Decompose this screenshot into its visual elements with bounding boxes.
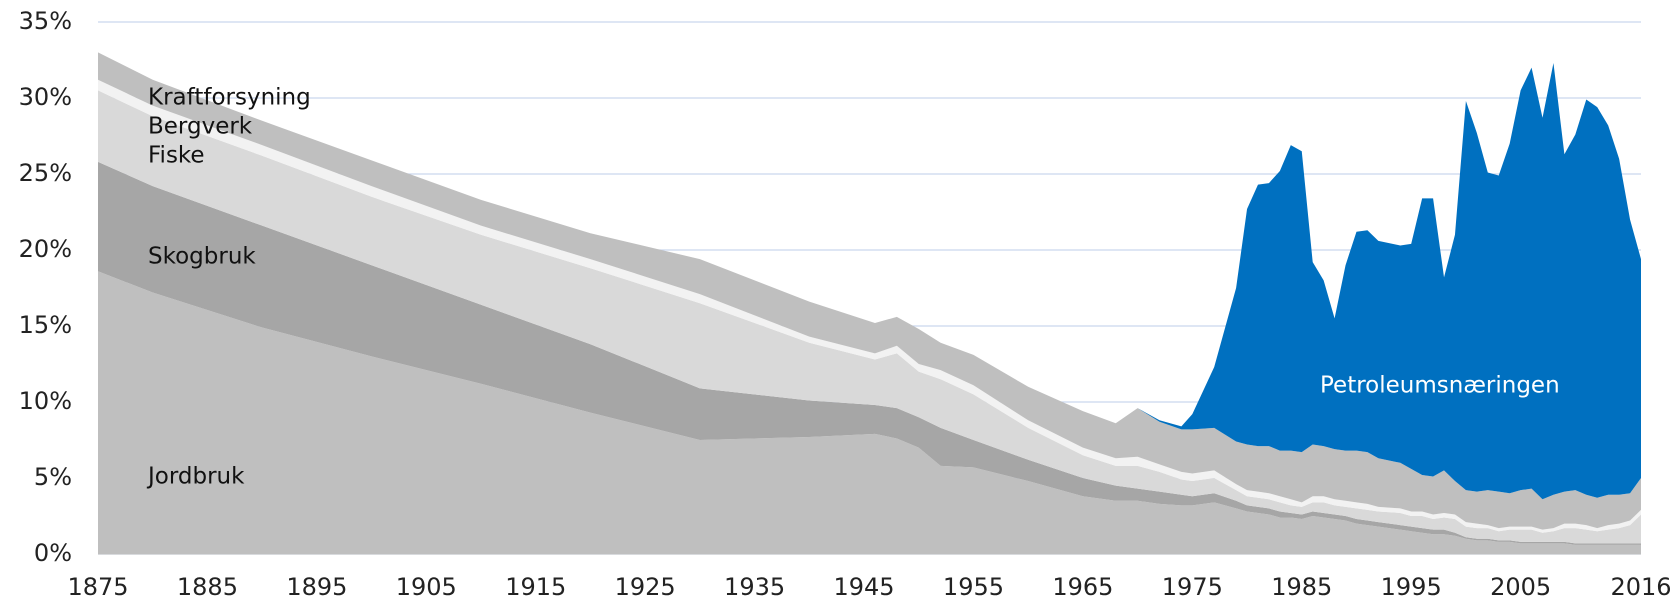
x-tick-label: 1985 bbox=[1271, 573, 1332, 601]
x-tick-label: 1885 bbox=[177, 573, 238, 601]
y-tick-label: 25% bbox=[19, 159, 72, 187]
x-tick-label: 1905 bbox=[396, 573, 457, 601]
y-tick-label: 30% bbox=[19, 83, 72, 111]
y-tick-label: 35% bbox=[19, 7, 72, 35]
x-tick-label: 1945 bbox=[833, 573, 894, 601]
y-tick-label: 5% bbox=[34, 463, 72, 491]
x-tick-label: 1925 bbox=[615, 573, 676, 601]
series-label: Bergverk bbox=[148, 114, 253, 140]
x-tick-label: 1975 bbox=[1162, 573, 1223, 601]
x-tick-label: 1895 bbox=[286, 573, 347, 601]
series-label: Fiske bbox=[148, 143, 205, 169]
area bbox=[98, 52, 1641, 500]
area bbox=[98, 161, 1641, 545]
x-tick-label: 2005 bbox=[1490, 573, 1551, 601]
x-tick-label: 1965 bbox=[1052, 573, 1113, 601]
y-tick-label: 20% bbox=[19, 235, 72, 263]
series-label: Petroleumsnæringen bbox=[1320, 373, 1560, 399]
area bbox=[98, 271, 1641, 554]
x-tick-label: 1915 bbox=[505, 573, 566, 601]
x-tick-label: 1875 bbox=[67, 573, 128, 601]
y-tick-label: 10% bbox=[19, 387, 72, 415]
series-label: Jordbruk bbox=[146, 464, 245, 490]
series-label: Skogbruk bbox=[148, 244, 256, 270]
x-tick-label: 1995 bbox=[1381, 573, 1442, 601]
x-tick-label: 1955 bbox=[943, 573, 1004, 601]
y-tick-label: 0% bbox=[34, 539, 72, 567]
x-tick-label: 2016 bbox=[1610, 573, 1671, 601]
series-label: Kraftforsyning bbox=[148, 85, 311, 111]
y-tick-label: 15% bbox=[19, 311, 72, 339]
x-tick-label: 1935 bbox=[724, 573, 785, 601]
